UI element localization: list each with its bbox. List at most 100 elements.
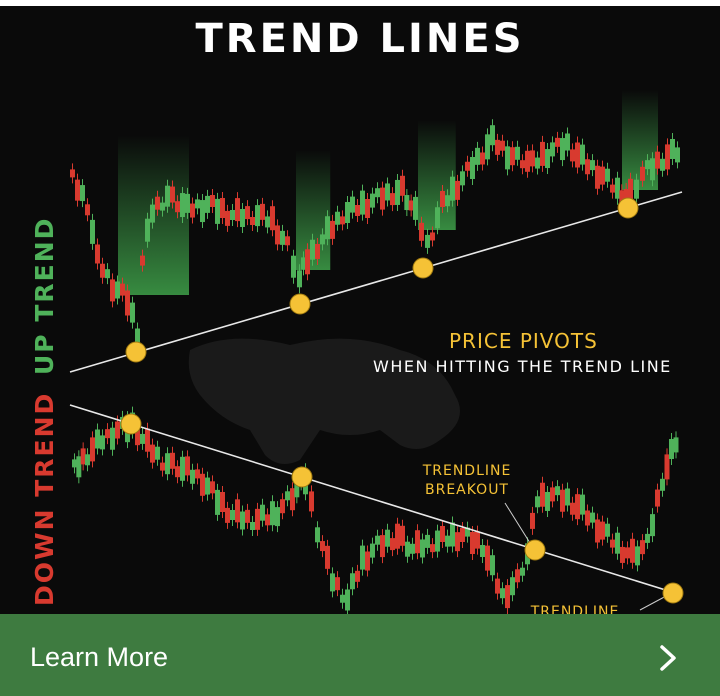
down-candle-100 — [570, 502, 575, 515]
down-candle-61 — [375, 535, 380, 545]
up-candle-50 — [320, 234, 325, 245]
up-candle-92 — [530, 150, 535, 167]
up-candle-93 — [535, 157, 540, 169]
up-candle-108 — [610, 184, 615, 193]
down-candle-77 — [455, 532, 460, 552]
up-candle-85 — [495, 139, 500, 155]
down-candle-120 — [669, 439, 674, 459]
up-candle-62 — [380, 187, 385, 210]
up-candle-4 — [90, 219, 95, 244]
down-candle-65 — [395, 523, 400, 549]
down-candle-37 — [255, 508, 260, 530]
down-candle-84 — [490, 555, 495, 576]
up-candle-54 — [340, 216, 345, 225]
down-candle-74 — [440, 526, 445, 542]
up-candle-21 — [175, 201, 180, 213]
down-candle-31 — [225, 507, 230, 523]
down-candle-14 — [140, 433, 145, 444]
down-candle-106 — [600, 521, 605, 540]
down-trend-line — [69, 404, 673, 593]
down-candle-113 — [635, 546, 640, 566]
up-candle-51 — [325, 216, 330, 240]
down-candle-3 — [85, 454, 90, 466]
down-candle-111 — [625, 547, 630, 559]
page-title: TREND LINES — [195, 16, 525, 62]
pivot-dot-3 — [617, 197, 639, 219]
down-candle-109 — [615, 532, 620, 554]
up-candle-16 — [150, 204, 155, 223]
up-candle-95 — [545, 149, 550, 169]
up-candle-69 — [413, 196, 418, 220]
down-candle-64 — [390, 538, 395, 551]
up-candle-75 — [445, 195, 450, 207]
down-candle-43 — [285, 491, 290, 501]
up-candle-70 — [419, 222, 424, 241]
down-trend-label: DOWN TREND — [30, 391, 59, 606]
down-candle-76 — [450, 522, 455, 547]
up-candle-81 — [475, 147, 480, 165]
down-candle-118 — [660, 478, 665, 491]
up-candle-7 — [105, 269, 110, 279]
down-candle-99 — [565, 488, 570, 506]
chevron-right-icon[interactable] — [655, 644, 681, 672]
down-candle-23 — [185, 456, 190, 476]
down-candle-66 — [400, 525, 405, 546]
down-candle-54 — [340, 594, 345, 603]
down-candle-121 — [673, 437, 679, 453]
up-candle-100 — [570, 149, 575, 162]
up-candle-86 — [500, 140, 505, 151]
up-candle-113 — [634, 179, 639, 199]
up-candle-19 — [165, 185, 170, 207]
down-candle-45 — [294, 480, 300, 498]
down-candle-30 — [220, 492, 225, 512]
up-candle-27 — [205, 195, 210, 213]
down-candle-96 — [550, 487, 555, 502]
down-candle-2 — [80, 448, 86, 465]
down-candle-17 — [155, 446, 160, 460]
up-candle-37 — [255, 205, 260, 227]
up-candle-102 — [580, 144, 585, 165]
bull-watermark — [188, 338, 460, 464]
learn-more-label: Learn More — [30, 642, 169, 672]
up-candle-73 — [435, 207, 440, 229]
learn-more-button[interactable]: Learn More — [0, 614, 720, 696]
up-candle-22 — [180, 193, 185, 218]
up-candle-94 — [540, 141, 545, 166]
down-candle-34 — [240, 511, 245, 530]
up-candle-24 — [190, 203, 195, 218]
down-candle-95 — [545, 491, 550, 511]
up-candle-67 — [404, 195, 410, 211]
up-candle-36 — [250, 217, 255, 225]
up-candle-59 — [365, 199, 370, 218]
up-candle-38 — [260, 203, 265, 220]
up-candle-89 — [515, 146, 520, 160]
down-candle-32 — [230, 510, 235, 520]
down-candle-115 — [645, 533, 650, 543]
down-candle-16 — [150, 444, 155, 463]
up-candle-68 — [408, 200, 414, 211]
up-candle-107 — [605, 168, 610, 182]
up-candle-118 — [660, 158, 665, 171]
down-candle-53 — [335, 577, 340, 591]
up-candle-99 — [565, 133, 570, 151]
up-candle-82 — [480, 152, 485, 165]
up-candle-30 — [220, 198, 225, 218]
up-candle-2 — [80, 185, 85, 202]
up-candle-72 — [430, 232, 435, 241]
down-candle-71 — [425, 534, 430, 548]
down-candle-25 — [195, 469, 200, 479]
up-candle-119 — [665, 144, 670, 170]
down-candle-79 — [465, 527, 470, 537]
up-candle-66 — [400, 175, 405, 196]
up-candle-31 — [225, 210, 230, 226]
up-candle-61 — [375, 188, 380, 198]
down-candle-80 — [470, 532, 475, 554]
up-candle-17 — [155, 196, 160, 210]
price-pivots-title: PRICE PIVOTS — [449, 329, 598, 353]
down-candle-60 — [370, 543, 375, 558]
up-candle-25 — [195, 199, 200, 209]
down-candle-49 — [315, 527, 320, 543]
up-candle-3 — [85, 204, 90, 216]
bottom-pointer — [639, 594, 669, 611]
up-candle-49 — [315, 243, 320, 259]
